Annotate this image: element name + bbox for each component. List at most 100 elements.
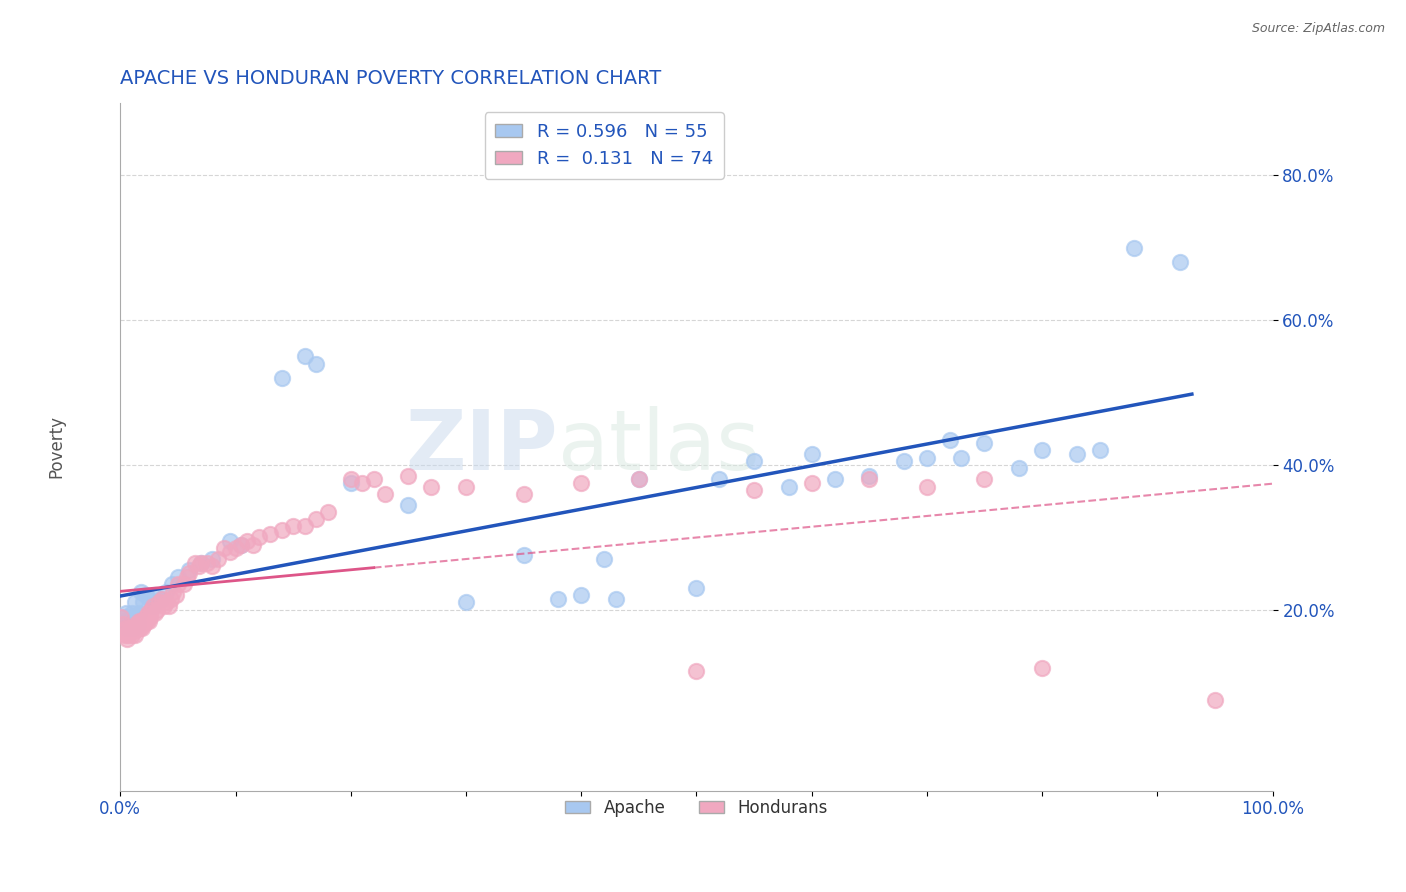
Point [685, 581, 707, 595]
Point [117, 628, 139, 642]
Point [605, 591, 627, 606]
Point [396, 498, 419, 512]
Point [893, 454, 915, 468]
Point [800, 447, 823, 461]
Point [742, 454, 765, 468]
Point [824, 472, 846, 486]
Point [339, 475, 361, 490]
Point [110, 610, 132, 624]
Text: Source: ZipAtlas.com: Source: ZipAtlas.com [1251, 22, 1385, 36]
Point [512, 549, 534, 563]
Point [115, 632, 138, 646]
Point [155, 584, 177, 599]
Point [167, 577, 190, 591]
Point [179, 563, 201, 577]
Point [950, 450, 973, 465]
Point [627, 472, 650, 486]
Point [339, 472, 361, 486]
Point [146, 602, 169, 616]
Point [1123, 241, 1146, 255]
Point [305, 512, 328, 526]
Point [143, 607, 166, 621]
Point [128, 614, 150, 628]
Point [112, 624, 135, 639]
Point [142, 599, 165, 613]
Point [162, 584, 184, 599]
Point [1031, 443, 1053, 458]
Point [236, 533, 259, 548]
Point [212, 541, 235, 555]
Legend: Apache, Hondurans: Apache, Hondurans [558, 792, 834, 823]
Point [148, 595, 170, 609]
Point [131, 621, 153, 635]
Point [120, 610, 142, 624]
Point [128, 621, 150, 635]
Point [135, 610, 157, 624]
Point [190, 556, 212, 570]
Point [294, 349, 316, 363]
Point [778, 480, 800, 494]
Point [128, 607, 150, 621]
Point [294, 519, 316, 533]
Text: APACHE VS HONDURAN POVERTY CORRELATION CHART: APACHE VS HONDURAN POVERTY CORRELATION C… [121, 69, 662, 87]
Point [115, 621, 138, 635]
Point [225, 541, 247, 555]
Point [709, 472, 731, 486]
Point [685, 664, 707, 678]
Point [115, 607, 138, 621]
Point [190, 556, 212, 570]
Point [176, 570, 198, 584]
Point [129, 614, 152, 628]
Point [125, 617, 148, 632]
Point [135, 614, 157, 628]
Point [184, 556, 207, 570]
Point [593, 552, 616, 566]
Point [201, 552, 224, 566]
Point [179, 566, 201, 581]
Point [150, 591, 173, 606]
Point [122, 610, 145, 624]
Point [120, 624, 142, 639]
Point [114, 610, 136, 624]
Point [242, 537, 264, 551]
Point [316, 505, 339, 519]
Text: ZIP: ZIP [406, 406, 558, 487]
Point [1066, 447, 1088, 461]
Point [165, 588, 187, 602]
Point [800, 475, 823, 490]
Point [915, 450, 938, 465]
Point [207, 552, 229, 566]
Point [111, 617, 134, 632]
Point [454, 480, 477, 494]
Point [136, 607, 159, 621]
Point [138, 591, 160, 606]
Point [247, 530, 270, 544]
Point [153, 599, 176, 613]
Point [149, 591, 172, 606]
Point [121, 607, 143, 621]
Text: Poverty: Poverty [48, 415, 65, 477]
Point [858, 472, 880, 486]
Point [134, 617, 156, 632]
Point [141, 602, 163, 616]
Point [305, 357, 328, 371]
Point [352, 475, 374, 490]
Point [270, 371, 292, 385]
Point [187, 559, 209, 574]
Point [1088, 443, 1111, 458]
Point [127, 617, 149, 632]
Point [374, 487, 396, 501]
Point [142, 599, 165, 613]
Point [112, 614, 135, 628]
Point [114, 628, 136, 642]
Point [858, 468, 880, 483]
Point [121, 628, 143, 642]
Point [129, 584, 152, 599]
Point [1031, 660, 1053, 674]
Point [195, 556, 218, 570]
Point [420, 480, 443, 494]
Point [547, 591, 569, 606]
Point [118, 621, 141, 635]
Point [569, 475, 592, 490]
Point [1008, 461, 1031, 475]
